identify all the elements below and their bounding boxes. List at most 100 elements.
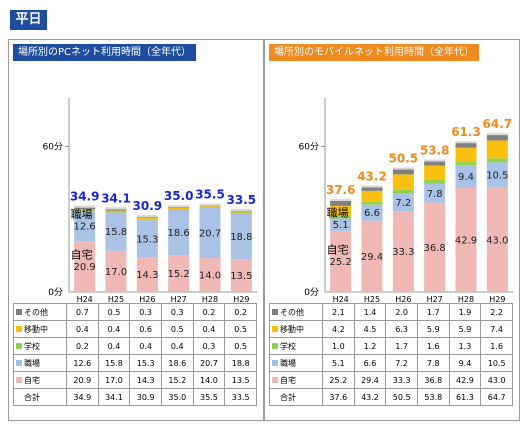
pc-table-cell: 0.5 [97, 303, 131, 321]
mobile-total-label-H27: 53.8 [420, 144, 450, 158]
mobile-bar-H24-series-0 [330, 200, 352, 206]
pc-total-label-H27: 35.0 [164, 189, 194, 203]
pc-table-cell: 14.0 [192, 371, 226, 389]
mobile-table-cell: 10.5 [480, 354, 513, 372]
pc-bar-H26-series-2 [136, 219, 158, 221]
mobile-table-row-label: 職場 [269, 354, 323, 372]
pc-legend-label: 学校 [24, 341, 40, 351]
pc-table-row-label: 移動中 [13, 320, 67, 338]
mobile-bar-cap-H24 [330, 198, 352, 201]
pc-table-cell: 0.3 [129, 303, 162, 321]
pc-table-cell: 17.0 [97, 371, 131, 389]
mobile-table-cell: 1.3 [448, 337, 482, 355]
pc-table-cell: 0.4 [192, 320, 226, 338]
pc-bar-H24-series-1 [74, 209, 96, 211]
pc-table-cell: 0.4 [66, 320, 99, 338]
mobile-table-cell: 6.3 [385, 320, 418, 338]
mobile-table-cell: 43.0 [480, 371, 513, 389]
mobile-table-cell: 4.5 [353, 320, 387, 338]
pc-table-cell: 0.2 [224, 303, 257, 321]
pc-annotation-jitaku: 自宅 [71, 248, 93, 262]
pc-y-tick-label-0: 0分 [48, 287, 63, 298]
mobile-bar-H28-series-0 [455, 143, 477, 148]
mobile-bar-H25-series-0 [361, 187, 383, 191]
pc-table-cell: 20.7 [192, 354, 226, 372]
pc-bar-H28-series-1 [199, 206, 221, 208]
mobile-x-tick-H25: H25 [364, 295, 380, 302]
pc-table-row: 学校 0.2 0.4 0.4 0.4 0.3 0.5 [13, 337, 257, 355]
pc-table-cell: 0.5 [224, 320, 257, 338]
mobile-table-cell: 64.7 [480, 388, 513, 406]
mobile-table-row-label: 学校 [269, 337, 323, 355]
pc-table-cell: 0.5 [160, 320, 194, 338]
mobile-table-cell: 4.2 [322, 320, 355, 338]
mobile-table-cell: 5.9 [416, 320, 450, 338]
pc-table-cell: 35.0 [160, 388, 194, 406]
pc-table-cell: 18.6 [160, 354, 194, 372]
pc-total-label-H25: 34.1 [101, 191, 131, 205]
pc-table-cell: 0.3 [160, 303, 194, 321]
pc-bar-H27-series-1 [168, 207, 190, 210]
pc-shokuba-value-H29: 18.8 [230, 232, 252, 243]
mobile-shokuba-value-H29: 10.5 [486, 170, 508, 181]
pc-bar-H27-series-2 [168, 209, 190, 211]
mobile-bar-H27-series-1 [424, 165, 446, 180]
mobile-shokuba-value-H28: 9.4 [458, 172, 474, 183]
pc-shokuba-value-H24: 12.6 [74, 222, 96, 233]
pc-shokuba-value-H25: 15.8 [105, 227, 127, 238]
pc-bar-H28-series-3 [199, 207, 221, 259]
pc-bar-H29-series-2 [230, 212, 252, 214]
pc-total-label-H28: 35.5 [195, 188, 225, 202]
pc-jitaku-value-H27: 15.2 [168, 269, 190, 280]
mobile-table-cell: 25.2 [322, 371, 355, 389]
mobile-x-tick-H24: H24 [333, 295, 349, 302]
pc-total-label-H26: 30.9 [133, 199, 163, 213]
pc-table-row-label: その他 [13, 303, 67, 321]
pc-table-cell: 0.2 [192, 303, 226, 321]
mobile-legend-label: 職場 [280, 358, 296, 368]
pc-bar-cap-H27 [168, 205, 190, 208]
pc-total-label-H24: 34.9 [70, 190, 100, 204]
pc-shokuba-value-H27: 18.6 [168, 228, 190, 239]
pc-panel-title: 場所別のPCネット利用時間（全年代） [13, 44, 197, 61]
mobile-bar-H27-series-2 [424, 179, 446, 184]
pc-table-row-label: 学校 [13, 337, 67, 355]
pc-x-tick-H29: H29 [233, 295, 249, 302]
pc-table-cell: 14.3 [129, 371, 162, 389]
mobile-bar-H27-series-0 [424, 161, 446, 166]
mobile-bar-cap-H25 [361, 185, 383, 188]
pc-shokuba-value-H28: 20.7 [199, 228, 221, 239]
mobile-jitaku-value-H29: 43.0 [486, 235, 508, 246]
pc-table-cell: 35.5 [192, 388, 226, 406]
pc-jitaku-value-H28: 14.0 [199, 271, 221, 282]
mobile-total-label-H25: 43.2 [357, 169, 387, 183]
mobile-table-row: その他 2.1 1.4 2.0 1.7 1.9 2.2 [269, 303, 513, 321]
mobile-y-tick-label-0: 0分 [304, 287, 319, 298]
mobile-table-cell: 6.6 [353, 354, 387, 372]
pc-plot-area [69, 98, 257, 292]
mobile-table-cell: 33.3 [385, 371, 418, 389]
pc-legend-label: 自宅 [24, 375, 40, 385]
pc-jitaku-value-H24: 20.9 [74, 262, 96, 273]
mobile-total-label-H29: 64.7 [483, 117, 513, 131]
pc-data-table: その他 0.7 0.5 0.3 0.3 0.2 0.2 移動中 0.4 0.4 0.6 0.5 0.4 0… [13, 303, 257, 406]
mobile-usage-panel: 場所別のモバイルネット利用時間（全年代） 60分 0分 37.6 5.1 25.2 H24… [264, 39, 520, 421]
pc-x-tick-H26: H26 [139, 295, 155, 302]
mobile-table-row: 自宅 25.2 29.4 33.3 36.8 42.9 43.0 [269, 371, 513, 389]
mobile-annotation-shokuba: 職場 [327, 207, 349, 220]
pc-legend-label: その他 [24, 307, 48, 317]
pc-bar-cap-H28 [199, 203, 221, 206]
mobile-table-cell: 53.8 [416, 388, 450, 406]
mobile-table-cell: 1.6 [416, 337, 450, 355]
mobile-table-cell: 7.2 [385, 354, 418, 372]
pc-table-row: その他 0.7 0.5 0.3 0.3 0.2 0.2 [13, 303, 257, 321]
pc-bar-H24-series-0 [74, 207, 96, 210]
mobile-table-row-label: 自宅 [269, 371, 323, 389]
pc-bar-cap-H26 [136, 215, 158, 218]
mobile-bar-H24-series-2 [330, 216, 352, 219]
mobile-total-row-label: 合計 [280, 392, 296, 402]
pc-bar-H28-series-2 [199, 207, 221, 208]
mobile-bar-H25-series-2 [361, 201, 383, 205]
pc-table-cell: 15.8 [97, 354, 131, 372]
pc-table-cell: 30.9 [129, 388, 162, 406]
